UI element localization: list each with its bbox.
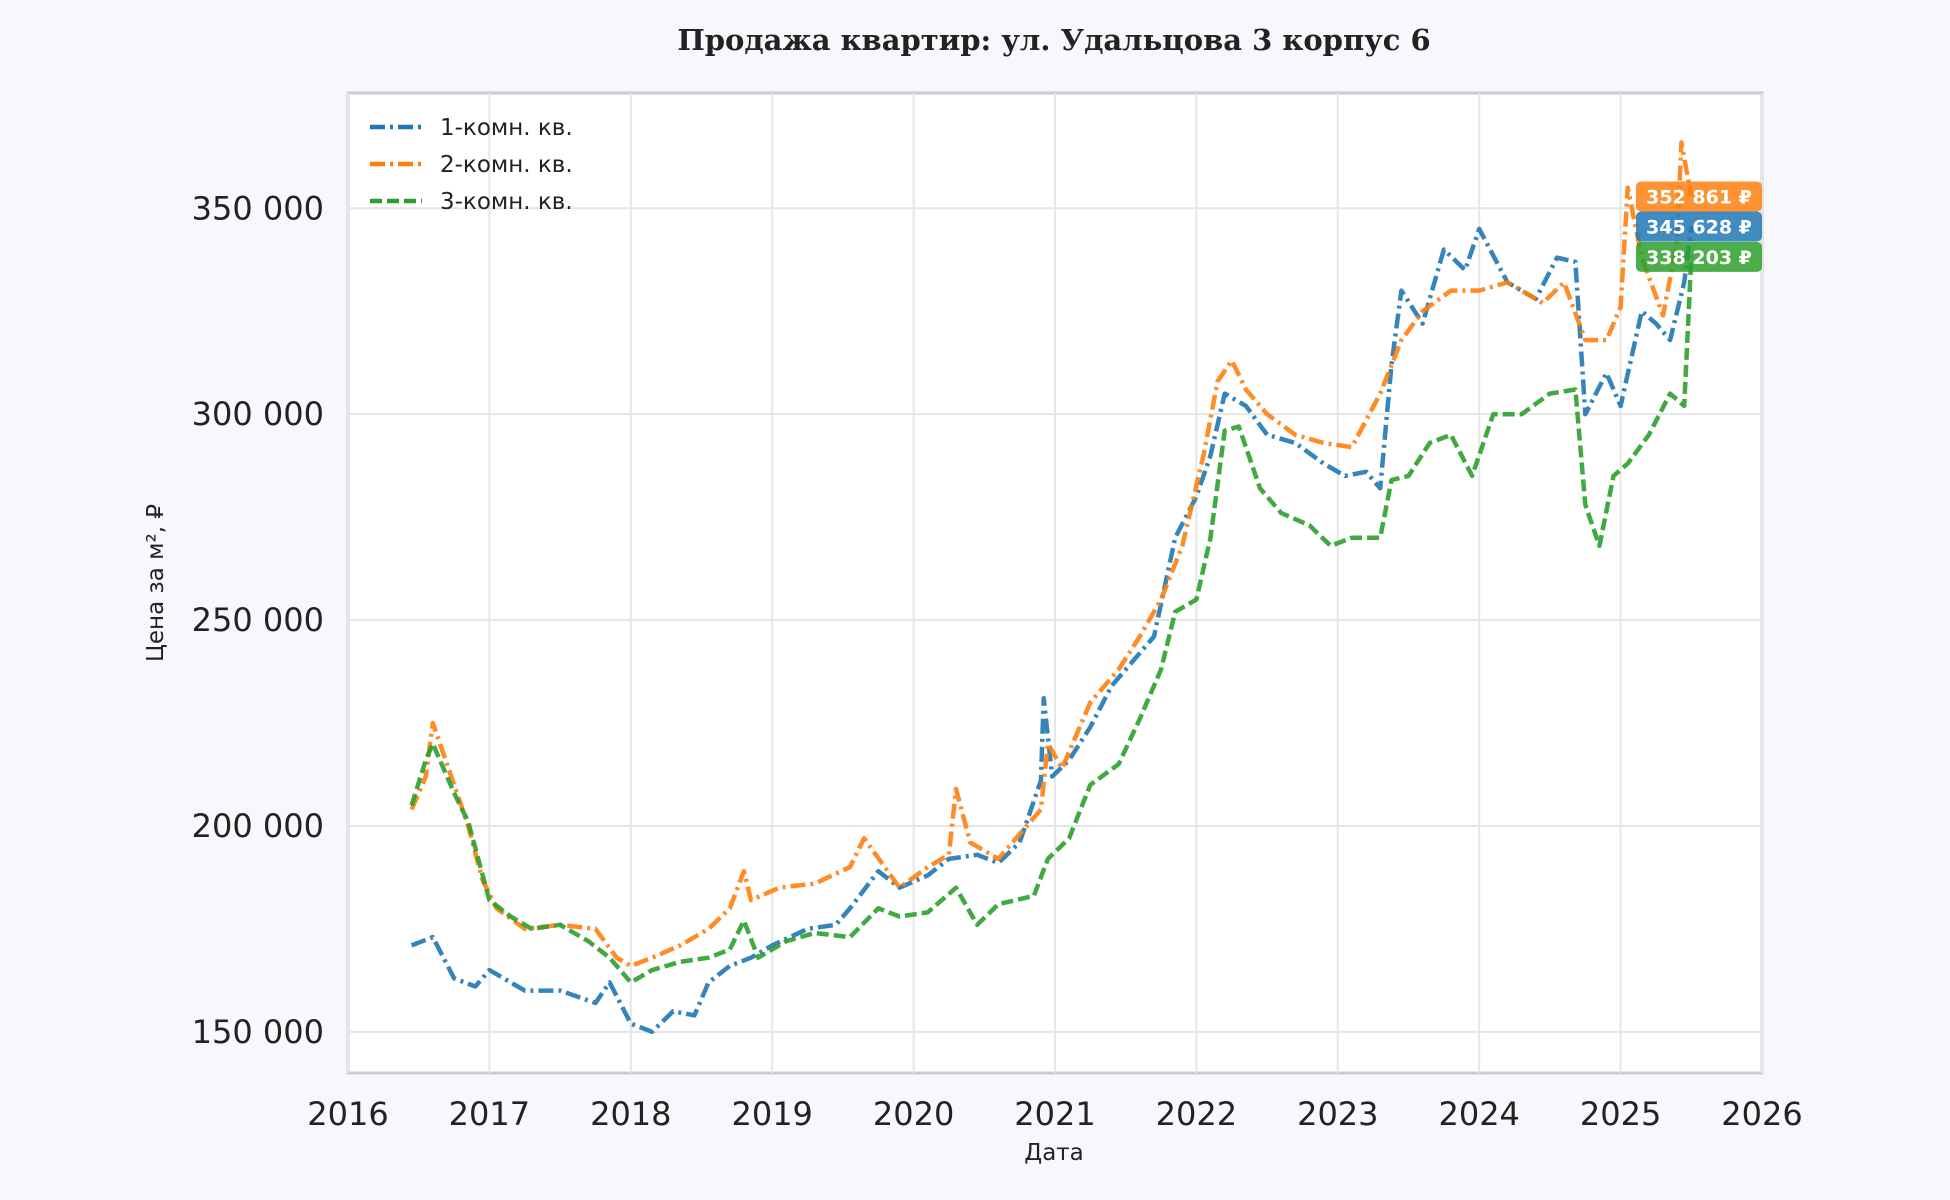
x-tick-label: 2021 bbox=[1014, 1095, 1095, 1133]
last-value-tag-text: 352 861 ₽ bbox=[1646, 187, 1752, 209]
x-tick-label: 2025 bbox=[1580, 1095, 1661, 1133]
y-tick-label: 350 000 bbox=[192, 189, 324, 227]
last-value-tags: 352 861 ₽ 345 628 ₽ 338 203 ₽ bbox=[1636, 181, 1762, 272]
x-tick-label: 2023 bbox=[1297, 1095, 1378, 1133]
x-axis-label: Дата bbox=[1024, 1140, 1084, 1166]
last-value-tag-text: 338 203 ₽ bbox=[1646, 247, 1752, 269]
x-tick-label: 2019 bbox=[731, 1095, 812, 1133]
grid bbox=[347, 93, 1763, 1073]
series-line-2 bbox=[409, 140, 1694, 969]
x-tick-label: 2018 bbox=[590, 1095, 671, 1133]
y-tick-label: 200 000 bbox=[192, 807, 324, 845]
legend-label: 3-комн. кв. bbox=[440, 189, 573, 215]
x-tick-label: 2026 bbox=[1721, 1095, 1802, 1133]
last-value-tag: 338 203 ₽ bbox=[1636, 241, 1762, 272]
legend-label: 1-комн. кв. bbox=[440, 115, 573, 141]
last-value-tag-bg bbox=[1636, 241, 1762, 272]
x-axis: 2016 2017 2018 2019 2020 2021 2022 2023 2024 2025… bbox=[307, 1095, 1802, 1133]
x-tick-label: 2022 bbox=[1156, 1095, 1237, 1133]
legend: 1-комн. кв. 2-комн. кв. 3-комн. кв. bbox=[370, 115, 573, 215]
x-tick-label: 2024 bbox=[1438, 1095, 1519, 1133]
y-tick-label: 300 000 bbox=[192, 395, 324, 433]
x-tick-label: 2017 bbox=[449, 1095, 530, 1133]
y-tick-label: 250 000 bbox=[192, 601, 324, 639]
last-value-tag: 345 628 ₽ bbox=[1636, 211, 1762, 242]
last-value-tag-bg bbox=[1636, 181, 1762, 212]
last-value-tag: 352 861 ₽ bbox=[1636, 181, 1762, 212]
x-tick-label: 2016 bbox=[307, 1095, 388, 1133]
series-line-1 bbox=[410, 226, 1694, 1035]
series-line-3 bbox=[409, 256, 1694, 985]
y-axis: 150 000 200 000 250 000 300 000 350 000 bbox=[192, 189, 324, 1051]
last-value-tag-bg bbox=[1636, 211, 1762, 242]
y-tick-label: 150 000 bbox=[192, 1013, 324, 1051]
x-tick-label: 2020 bbox=[873, 1095, 954, 1133]
last-value-tag-text: 345 628 ₽ bbox=[1646, 217, 1752, 239]
legend-label: 2-комн. кв. bbox=[440, 152, 573, 178]
chart-title: Продажа квартир: ул. Удальцова 3 корпус … bbox=[677, 23, 1430, 57]
series-layer bbox=[409, 140, 1694, 1035]
y-axis-label: Цена за м², ₽ bbox=[143, 504, 169, 662]
